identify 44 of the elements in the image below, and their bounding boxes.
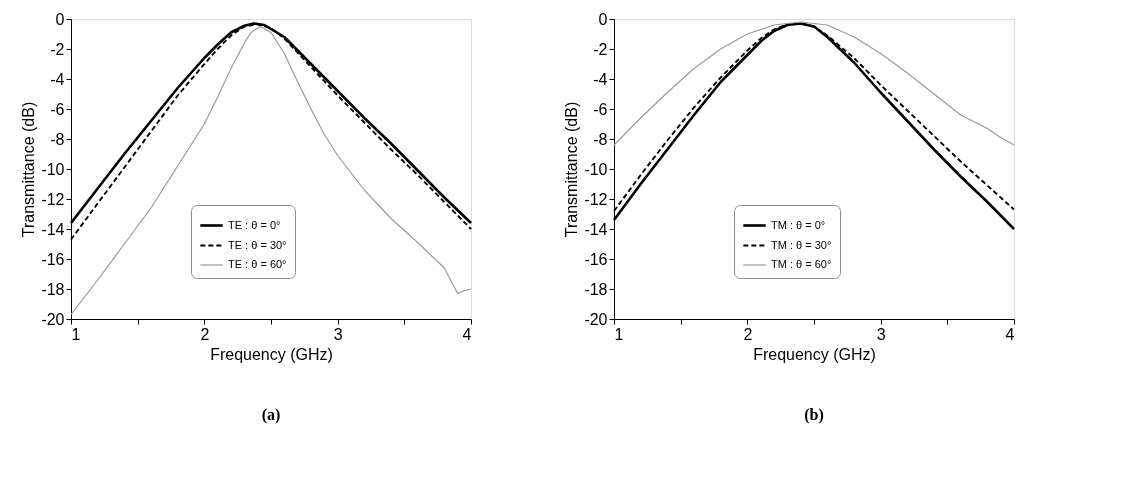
legend-label: TM : θ = 30° bbox=[771, 238, 832, 251]
y-tick-label: -12 bbox=[584, 190, 608, 208]
y-axis-title: Transmittance (dB) bbox=[563, 101, 581, 238]
line-series bbox=[613, 21, 1015, 146]
y-tick-label: -10 bbox=[41, 160, 65, 178]
legend-label: TE : θ = 0° bbox=[228, 218, 281, 231]
y-tick-label: -16 bbox=[584, 250, 608, 268]
y-tick-label: 0 bbox=[55, 10, 65, 28]
y-tick-label: -8 bbox=[593, 130, 608, 148]
x-tick-label: 2 bbox=[200, 325, 210, 343]
y-tick-label: -6 bbox=[593, 100, 608, 118]
y-tick-label: -4 bbox=[593, 70, 608, 88]
x-tick-label: 2 bbox=[743, 325, 753, 343]
y-tick-label: -20 bbox=[41, 310, 65, 328]
x-tick-label: 3 bbox=[333, 325, 343, 343]
x-tick-label: 1 bbox=[614, 325, 624, 343]
x-tick-label: 3 bbox=[876, 325, 886, 343]
y-tick-label: -18 bbox=[584, 280, 608, 298]
legend-label: TE : θ = 30° bbox=[228, 238, 287, 251]
y-tick-label: -10 bbox=[584, 160, 608, 178]
x-axis-title: Frequency (GHz) bbox=[210, 345, 333, 363]
y-tick-label: -2 bbox=[50, 40, 65, 58]
y-tick-label: -14 bbox=[41, 220, 65, 238]
text: (a) bbox=[261, 406, 281, 424]
y-axis-title: Transmittance (dB) bbox=[20, 101, 38, 238]
legend-label: TM : θ = 0° bbox=[771, 218, 826, 231]
y-tick-label: 0 bbox=[598, 10, 608, 28]
x-tick-label: 4 bbox=[462, 325, 472, 343]
legend-label: TM : θ = 60° bbox=[771, 258, 832, 270]
y-tick-label: -18 bbox=[41, 280, 65, 298]
y-tick-label: -20 bbox=[584, 310, 608, 328]
text: (b) bbox=[804, 406, 824, 424]
line-series bbox=[70, 25, 472, 316]
y-tick-label: -8 bbox=[50, 130, 65, 148]
y-tick-label: -6 bbox=[50, 100, 65, 118]
y-tick-label: -4 bbox=[50, 70, 65, 88]
legend-label: TE : θ = 60° bbox=[228, 258, 287, 270]
y-tick-label: -16 bbox=[41, 250, 65, 268]
x-tick-label: 4 bbox=[1005, 325, 1015, 343]
y-tick-label: -2 bbox=[593, 40, 608, 58]
x-tick-label: 1 bbox=[71, 325, 81, 343]
x-axis-title: Frequency (GHz) bbox=[753, 345, 876, 363]
y-tick-label: -14 bbox=[584, 220, 608, 238]
y-tick-label: -12 bbox=[41, 190, 65, 208]
